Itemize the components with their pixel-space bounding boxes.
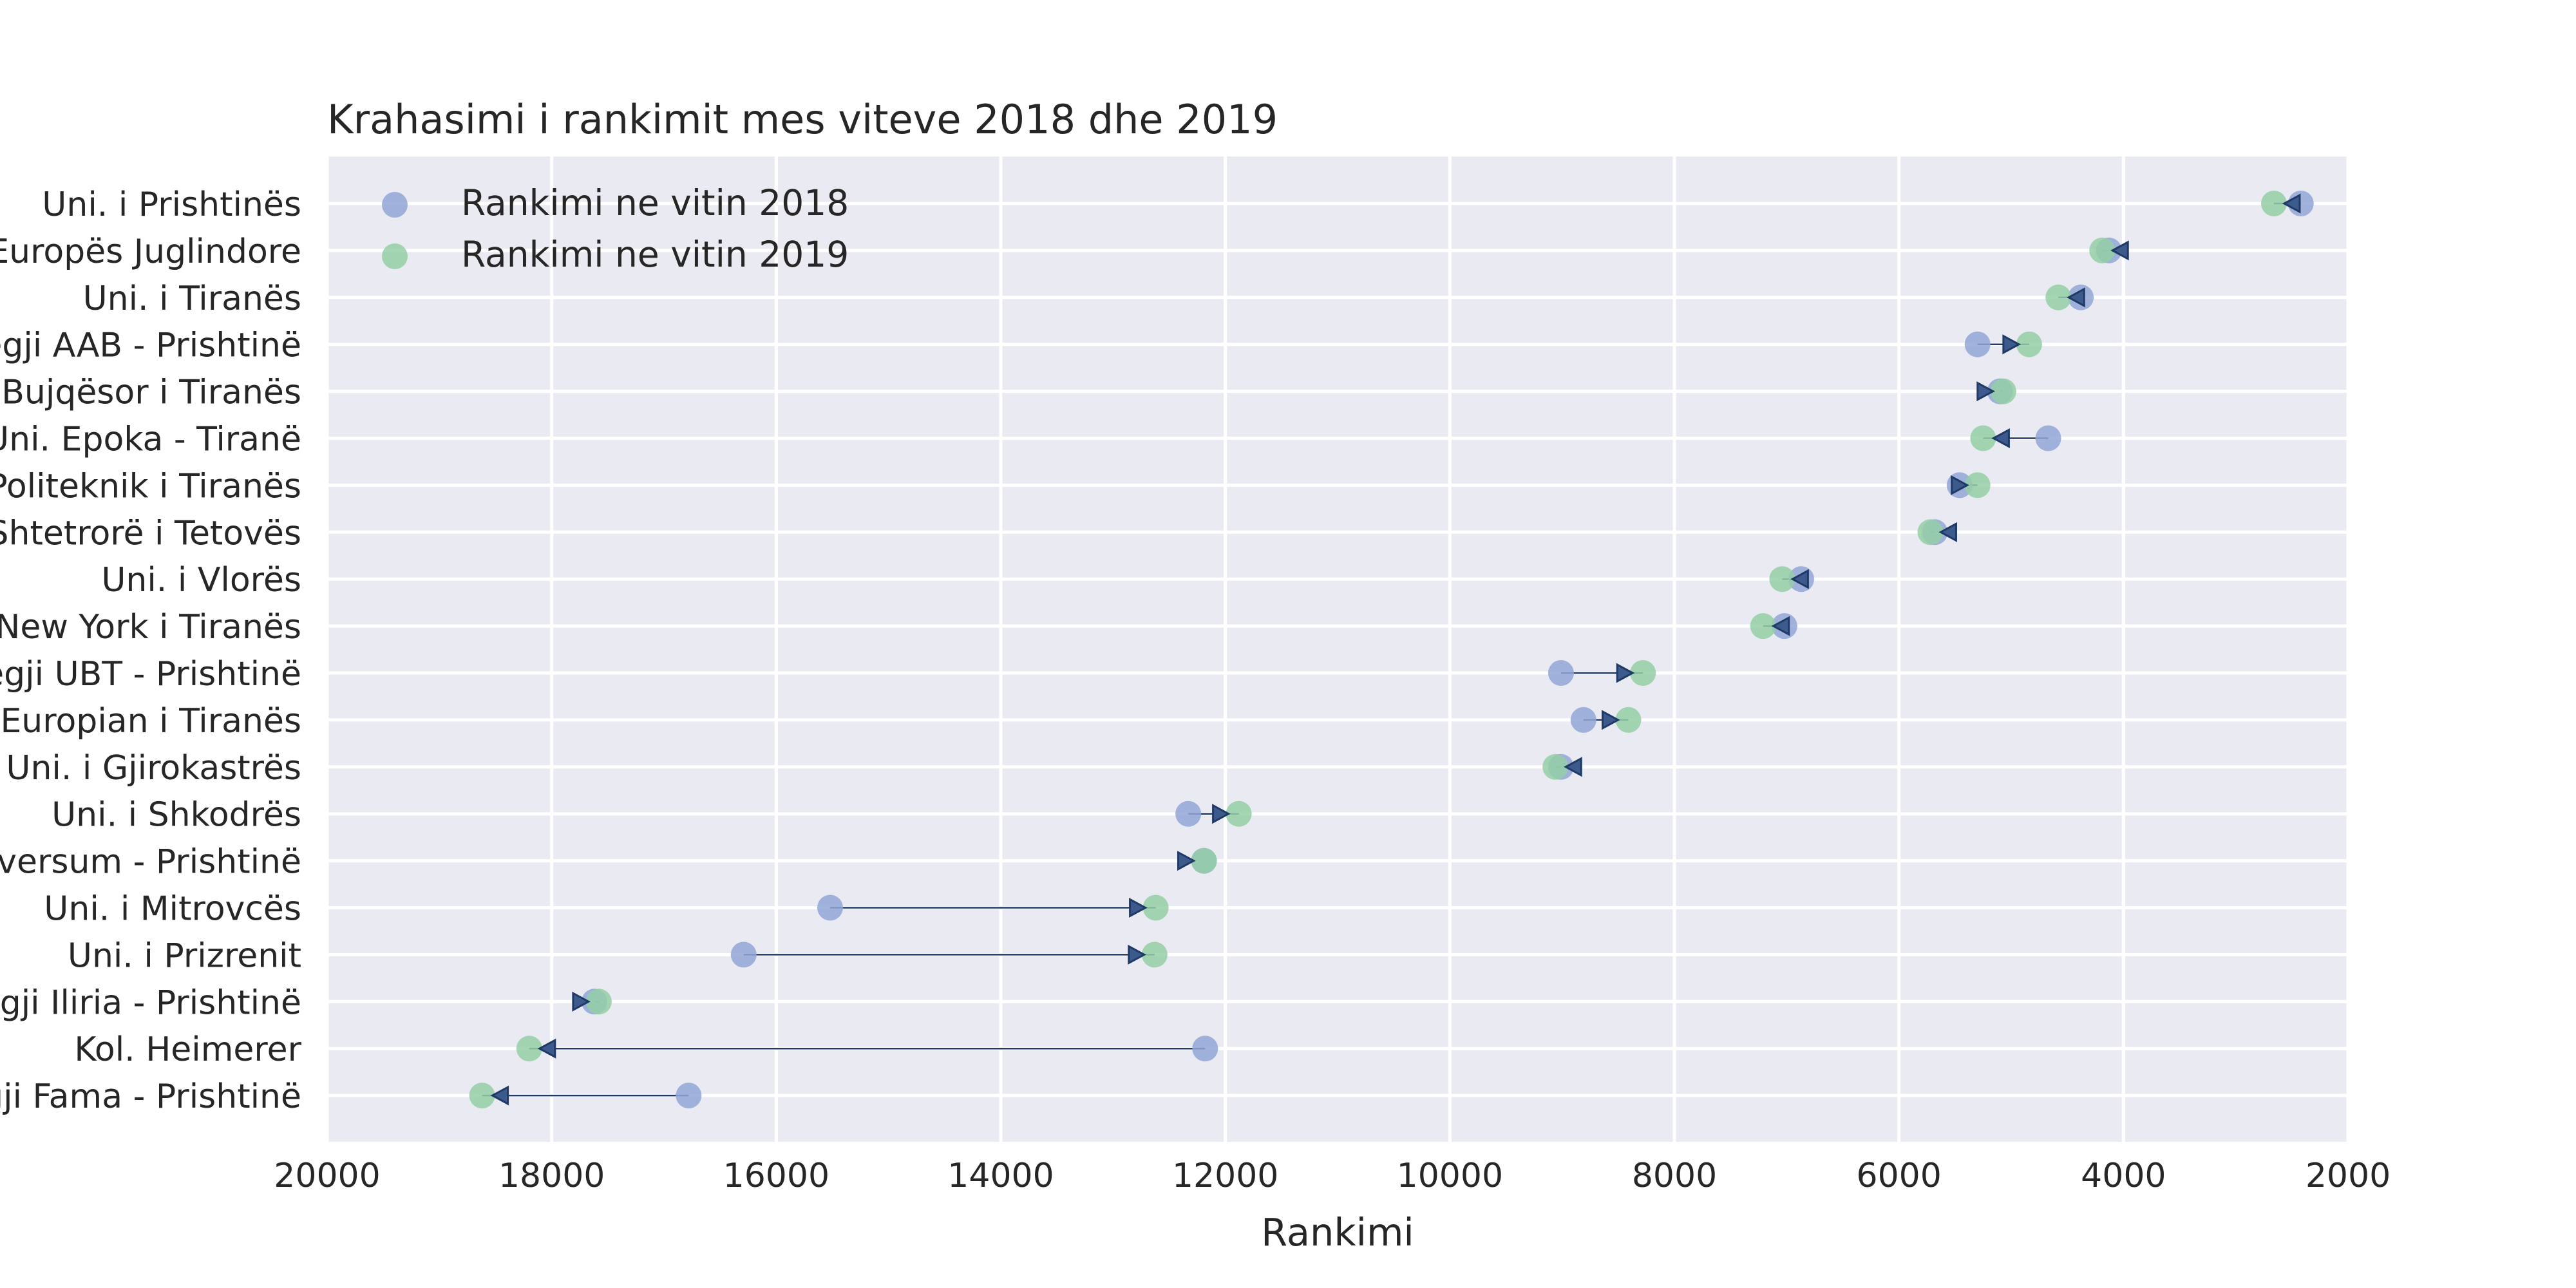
point-2018: [730, 942, 757, 968]
y-tick-label: Uni. i Vlorës: [101, 561, 301, 600]
point-2019: [1970, 425, 1996, 451]
legend: Rankimi ne vitin 2018 Rankimi ne vitin 2…: [382, 182, 849, 275]
x-tick-label: 20000: [274, 1157, 380, 1195]
point-2018: [1964, 331, 1991, 357]
arrow-head: [1938, 522, 1957, 542]
point-2018: [1548, 660, 1574, 686]
x-tick-label: 2000: [2306, 1157, 2391, 1195]
y-tick-label: Uni. i Mitrovcës: [44, 890, 301, 929]
point-2018: [1192, 1036, 1218, 1062]
x-tick-label: 12000: [1172, 1157, 1278, 1195]
point-2018: [676, 1083, 702, 1109]
x-tick-labels: 20000 18000 16000 14000 12000 10000 8000 6000 40…: [274, 1157, 2391, 1195]
arrow-head: [1991, 428, 2010, 449]
y-tick-label: Kol. Heimerer: [74, 1030, 301, 1069]
legend-marker-2018: [382, 192, 408, 218]
arrow-head: [2002, 334, 2022, 355]
arrow-head: [1976, 381, 1995, 402]
y-tick-label: Uni. i Prizrenit: [68, 936, 301, 975]
arrow-head: [1771, 616, 1790, 636]
x-tick-label: 4000: [2081, 1157, 2166, 1195]
point-2019: [1226, 800, 1252, 827]
point-2019: [2089, 237, 2116, 263]
arrow-head: [1212, 804, 1231, 824]
point-2018: [1570, 706, 1596, 733]
point-2019: [1542, 753, 1569, 780]
x-tick-label: 10000: [1397, 1157, 1503, 1195]
y-tick-label: Uni. Shtetrorë i Tetovës: [0, 514, 301, 553]
x-tick-label: 14000: [947, 1157, 1054, 1195]
arrow-head: [1616, 663, 1635, 683]
x-axis-label: Rankimi: [1261, 1210, 1414, 1255]
arrow-head: [1128, 944, 1146, 965]
point-2018: [817, 895, 844, 921]
y-tick-label: Uni. Bujqësor i Tiranës: [0, 374, 301, 412]
arrow-head: [2282, 193, 2301, 214]
y-tick-label: Kolegji Universum - Prishtinë: [0, 843, 301, 882]
y-tick-label: Uni. i Europës Juglindore: [0, 232, 301, 271]
y-tick-label: Kolegji AAB - Prishtinë: [0, 327, 301, 365]
point-2019: [469, 1083, 495, 1109]
point-2019: [1191, 848, 1217, 874]
chart-title: Krahasimi i rankimit mes viteve 2018 dhe…: [327, 96, 1278, 143]
y-tick-label: Uni. i Shkodrës: [52, 796, 301, 835]
arrow-head: [2110, 240, 2129, 261]
x-tick-label: 6000: [1856, 1157, 1941, 1195]
point-2018: [2035, 425, 2061, 451]
y-tick-label: Uni. i Tiranës: [83, 279, 301, 318]
y-tick-labels: Uni. i Prishtinës Uni. i Europës Juglindo…: [0, 185, 302, 1116]
point-2019: [585, 989, 612, 1015]
point-2019: [1769, 566, 1795, 592]
point-2019: [1141, 942, 1168, 968]
y-tick-label: Uni. i Gjirokastrës: [6, 749, 301, 788]
x-tick-label: 18000: [498, 1157, 605, 1195]
legend-label-2019: Rankimi ne vitin 2019: [461, 234, 849, 275]
y-tick-label: Kolegji Fama - Prishtinë: [0, 1077, 301, 1116]
point-2019: [1142, 895, 1169, 921]
point-2019: [1917, 519, 1944, 545]
point-2019: [1615, 706, 1642, 733]
y-tick-label: Kolegji UBT - Prishtinë: [0, 655, 301, 694]
point-2019: [1964, 472, 1991, 498]
legend-marker-2019: [382, 243, 408, 269]
x-tick-label: 8000: [1632, 1157, 1717, 1195]
plot-background: [327, 156, 2348, 1142]
arrow-head: [2067, 287, 2085, 308]
point-2019: [516, 1036, 542, 1062]
point-2018: [1175, 800, 1202, 827]
y-tick-label: Kolegji Iliria - Prishtinë: [0, 983, 301, 1022]
arrow-head: [1129, 897, 1148, 918]
point-2019: [1630, 660, 1656, 686]
legend-label-2018: Rankimi ne vitin 2018: [461, 182, 849, 223]
point-2019: [2016, 331, 2042, 357]
arrow-head: [1951, 475, 1969, 495]
y-tick-label: Uni. Europian i Tiranës: [0, 702, 301, 741]
point-2019: [1990, 378, 2016, 404]
point-2019: [2045, 284, 2072, 310]
arrow-head: [1602, 710, 1620, 730]
arrow-head: [490, 1085, 509, 1106]
arrow-head: [1790, 569, 1809, 589]
arrow-head: [572, 991, 591, 1012]
arrow-head: [537, 1038, 556, 1059]
point-2019: [1750, 613, 1776, 639]
arrow-head: [1564, 757, 1582, 777]
arrow-head: [1177, 851, 1196, 871]
y-tick-label: Uni. Politeknik i Tiranës: [0, 467, 301, 506]
point-2019: [2260, 191, 2287, 216]
y-tick-label: Uni. New York i Tiranës: [0, 608, 301, 647]
direction-arrows: [490, 193, 2301, 1106]
y-tick-label: Uni. Epoka - Tiranë: [0, 421, 301, 459]
y-tick-label: Uni. i Prishtinës: [42, 185, 301, 224]
x-tick-label: 16000: [723, 1157, 829, 1195]
